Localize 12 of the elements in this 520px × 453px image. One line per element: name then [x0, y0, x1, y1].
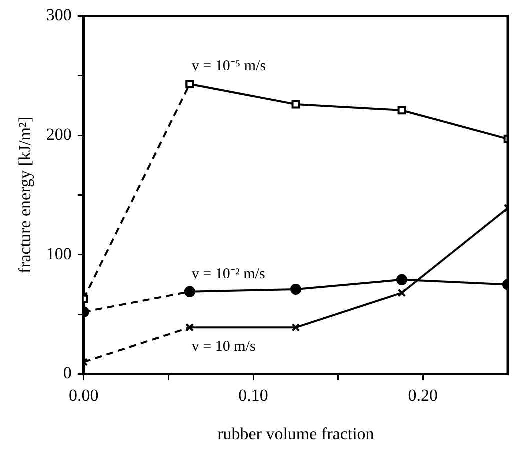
y-axis-title: fracture energy [kJ/m²] — [16, 116, 35, 274]
series-label: v = 10⁻⁵ m/s — [192, 58, 266, 75]
x-tick-label: 0.10 — [238, 386, 268, 405]
y-tick-label: 300 — [46, 6, 72, 25]
x-tick-label: 0.20 — [408, 386, 438, 405]
series-label: v = 10⁻² m/s — [192, 266, 266, 282]
series-label: v = 10 m/s — [192, 339, 256, 356]
y-tick-label: 200 — [46, 125, 72, 144]
x-axis-title: rubber volume fraction — [218, 424, 375, 444]
y-tick-label: 100 — [46, 244, 72, 264]
y-tick-label: 0 — [63, 364, 72, 383]
x-tick-label: 0.00 — [69, 386, 99, 405]
